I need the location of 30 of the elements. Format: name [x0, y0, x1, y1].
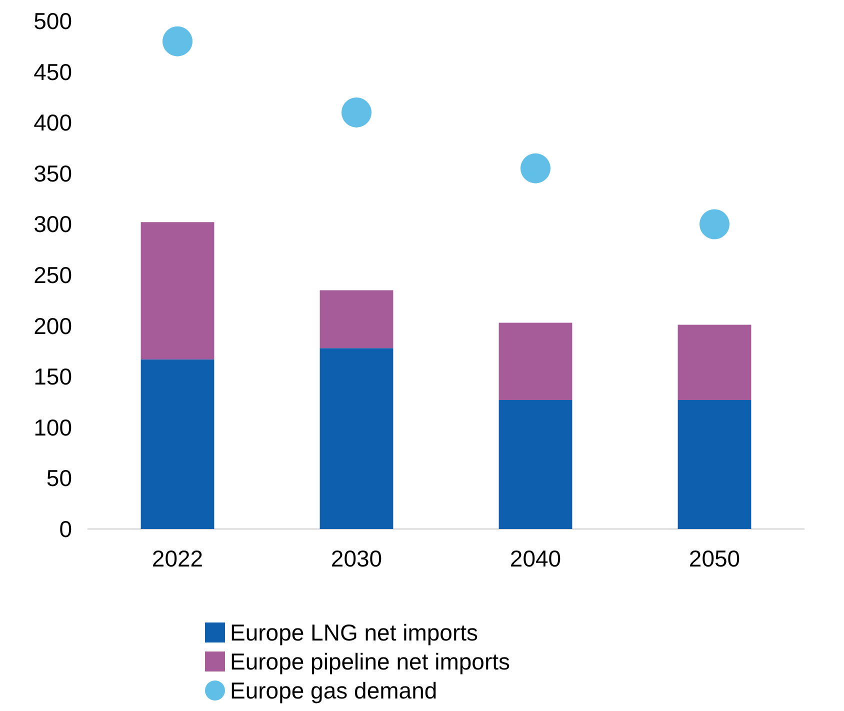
y-tick-label: 450: [34, 58, 72, 85]
y-tick-label: 500: [34, 8, 72, 34]
legend-label: Europe LNG net imports: [230, 620, 478, 646]
x-tick-label: 2022: [152, 546, 204, 572]
y-tick-label: 250: [34, 262, 72, 288]
bar: [320, 290, 394, 348]
y-tick-label: 0: [59, 516, 72, 542]
bar: [498, 322, 572, 400]
y-tick-label: 400: [34, 110, 72, 136]
bar: [320, 348, 394, 529]
y-tick-label: 100: [34, 414, 72, 440]
bar: [140, 222, 214, 360]
point: [520, 153, 550, 184]
bar: [678, 324, 752, 400]
y-tick-label: 350: [34, 160, 72, 186]
y-tick-label: 300: [34, 211, 72, 238]
point: [162, 26, 192, 56]
legend-label: Europe pipeline net imports: [230, 648, 510, 674]
bar: [498, 400, 572, 529]
point: [700, 209, 730, 240]
y-tick-label: 200: [34, 312, 72, 339]
point: [342, 97, 372, 128]
x-tick-label: 2030: [330, 546, 382, 572]
x-tick-label: 2050: [688, 546, 740, 572]
x-tick-label: 2040: [510, 546, 562, 572]
bar: [678, 400, 752, 529]
bar: [140, 359, 214, 529]
y-tick-label: 150: [34, 364, 72, 390]
y-tick-label: 50: [46, 465, 72, 492]
legend-label: Europe gas demand: [230, 678, 438, 704]
